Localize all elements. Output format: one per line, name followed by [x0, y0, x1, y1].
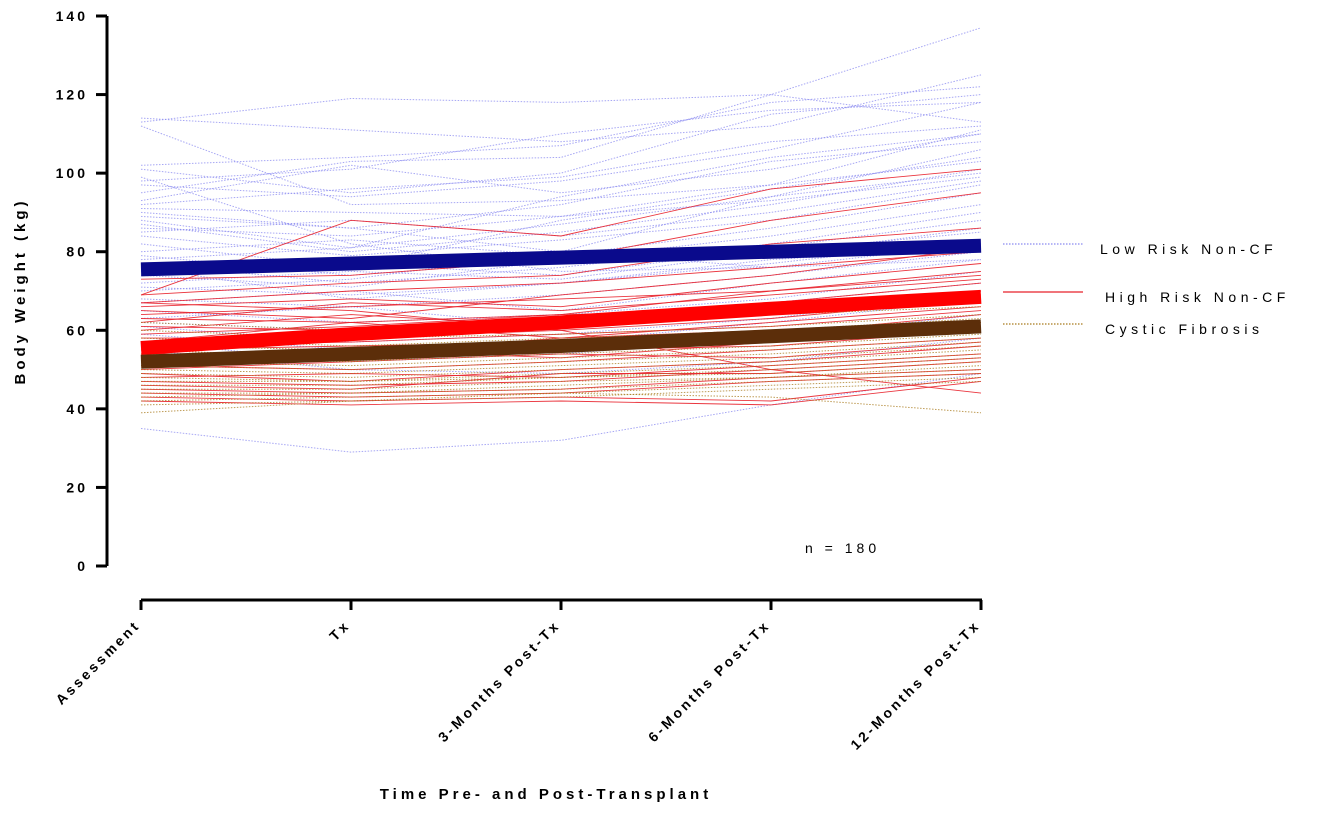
- high-risk-non-cf-individual-line: [140, 263, 982, 308]
- high-risk-non-cf-mean-line: [140, 289, 982, 355]
- low-risk-non-cf-individual-line: [140, 133, 982, 202]
- low-risk-non-cf-individual-line: [140, 101, 982, 198]
- x-tick-label: 12-Months Post-Tx: [847, 617, 983, 753]
- low-risk-non-cf-individual-line: [140, 125, 982, 206]
- low-risk-non-cf-individual-line: [140, 176, 982, 237]
- low-risk-non-cf-individual-line: [140, 125, 982, 206]
- low-risk-non-cf-mean-line: [140, 238, 982, 277]
- low-risk-non-cf-individual-line: [140, 184, 982, 257]
- x-tick-label: 3-Months Post-Tx: [435, 617, 563, 745]
- individual-lines-group: [140, 27, 982, 453]
- cystic-fibrosis-individual-line: [141, 369, 982, 394]
- high-risk-non-cf-individual-line: [140, 380, 982, 406]
- low-risk-non-cf-individual-line: [140, 27, 982, 123]
- cystic-fibrosis-individual-line: [140, 318, 982, 347]
- low-risk-non-cf-individual-line: [140, 74, 982, 143]
- y-tick-label: 0: [77, 558, 88, 574]
- high-risk-non-cf-legend-label: High Risk Non-CF: [1105, 289, 1290, 305]
- low-risk-non-cf-individual-line: [140, 373, 982, 453]
- low-risk-non-cf-individual-line: [140, 129, 982, 217]
- mean-lines-group: [140, 238, 982, 369]
- low-risk-non-cf-individual-line: [140, 247, 982, 300]
- low-risk-non-cf-individual-line: [140, 156, 982, 268]
- y-ticks-group: 0 20 40 60 80 100 120 140: [56, 8, 107, 574]
- x-tick-label: Assessment: [52, 617, 143, 708]
- y-tick-label: 40: [66, 401, 88, 417]
- x-axis-title: Time Pre- and Post-Transplant: [380, 786, 712, 803]
- low-risk-non-cf-legend-label: Low Risk Non-CF: [1100, 241, 1277, 257]
- cystic-fibrosis-individual-line: [141, 361, 982, 386]
- cystic-fibrosis-individual-line: [140, 337, 982, 367]
- low-risk-non-cf-individual-line: [140, 211, 982, 284]
- x-tick-label: 6-Months Post-Tx: [645, 617, 773, 745]
- low-risk-non-cf-individual-line: [140, 176, 982, 272]
- y-tick-label: 100: [56, 165, 88, 181]
- sample-size-annotation: n = 180: [805, 540, 880, 556]
- x-ticks-group: Assessment Tx 3-Months Post-Tx 6-Months Pos…: [52, 600, 983, 753]
- cystic-fibrosis-individual-line: [140, 349, 982, 378]
- high-risk-non-cf-individual-line: [140, 168, 982, 296]
- y-tick-label: 20: [66, 479, 88, 495]
- x-tick-label: Tx: [326, 617, 353, 644]
- cystic-fibrosis-mean-line: [140, 319, 982, 369]
- low-risk-non-cf-individual-line: [140, 180, 982, 237]
- cystic-fibrosis-individual-line: [141, 365, 982, 390]
- y-axis-title: Body Weight (kg): [12, 197, 29, 384]
- low-risk-non-cf-individual-line: [140, 94, 982, 194]
- legend: Low Risk Non-CF High Risk Non-CF Cystic Fi…: [1003, 241, 1290, 337]
- cystic-fibrosis-individual-line: [140, 345, 982, 375]
- high-risk-non-cf-individual-line: [140, 302, 982, 394]
- high-risk-non-cf-individual-line: [140, 278, 982, 323]
- y-tick-label: 140: [56, 8, 88, 24]
- cystic-fibrosis-individual-line: [140, 392, 982, 414]
- cystic-fibrosis-legend-label: Cystic Fibrosis: [1105, 321, 1264, 337]
- low-risk-non-cf-individual-line: [140, 94, 982, 194]
- cystic-fibrosis-individual-line: [140, 314, 982, 339]
- cystic-fibrosis-individual-line: [140, 353, 982, 382]
- cystic-fibrosis-individual-line: [140, 380, 982, 406]
- y-tick-label: 60: [66, 322, 88, 338]
- high-risk-non-cf-individual-line: [140, 247, 982, 319]
- high-risk-non-cf-individual-line: [140, 251, 982, 304]
- cystic-fibrosis-individual-line: [140, 373, 982, 398]
- y-tick-label: 80: [66, 244, 88, 260]
- low-risk-non-cf-individual-line: [140, 133, 982, 249]
- low-risk-non-cf-individual-line: [140, 243, 982, 292]
- cystic-fibrosis-individual-line: [140, 341, 982, 371]
- low-risk-non-cf-individual-line: [140, 101, 982, 182]
- cystic-fibrosis-individual-line: [140, 333, 982, 363]
- y-tick-label: 120: [56, 87, 88, 103]
- high-risk-non-cf-individual-line: [140, 227, 982, 296]
- low-risk-non-cf-individual-line: [140, 86, 982, 166]
